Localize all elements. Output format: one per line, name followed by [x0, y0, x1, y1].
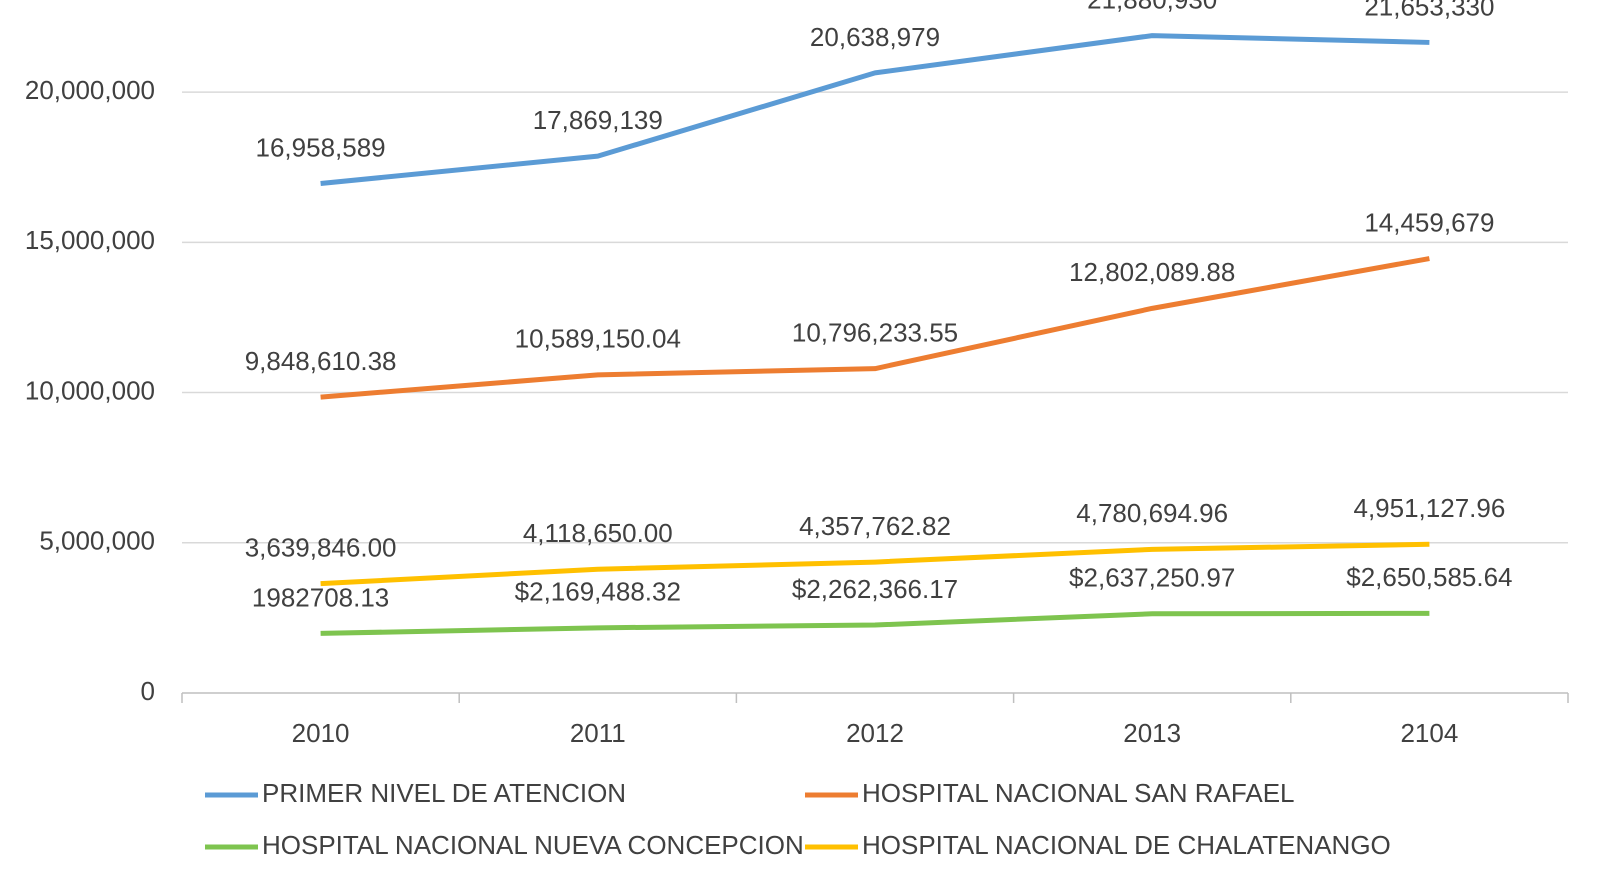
legend-label: PRIMER NIVEL DE ATENCION: [262, 778, 626, 808]
series-line: [320, 610, 1430, 636]
data-label: $2,262,366.17: [792, 574, 958, 604]
data-label: 9,848,610.38: [245, 346, 397, 376]
data-label: 21,653,330: [1364, 0, 1494, 21]
y-tick-label: 5,000,000: [39, 526, 155, 556]
data-label: 14,459,679: [1364, 207, 1494, 237]
data-label: $2,650,585.64: [1346, 562, 1512, 592]
data-label: 10,589,150.04: [515, 324, 681, 354]
legend-label: HOSPITAL NACIONAL SAN RAFAEL: [862, 778, 1295, 808]
x-tick-label: 2011: [570, 718, 626, 748]
data-label: $2,169,488.32: [515, 577, 681, 607]
data-label: 1982708.13: [252, 582, 389, 612]
series-line: [320, 256, 1430, 400]
y-tick-label: 0: [141, 676, 155, 706]
data-label: 16,958,589: [256, 132, 386, 162]
data-label: 17,869,139: [533, 105, 663, 135]
y-tick-label: 10,000,000: [25, 375, 155, 405]
x-tick-label: 2013: [1123, 718, 1181, 748]
data-label: 21,880,930: [1087, 0, 1217, 14]
data-label: 10,796,233.55: [792, 318, 958, 348]
data-label: 20,638,979: [810, 22, 940, 52]
data-label: 4,951,127.96: [1353, 493, 1505, 523]
data-label: 3,639,846.00: [245, 533, 397, 563]
data-label: $2,637,250.97: [1069, 563, 1235, 593]
x-tick-label: 2012: [846, 718, 904, 748]
legend-label: HOSPITAL NACIONAL NUEVA CONCEPCION: [262, 830, 804, 860]
data-label: 4,780,694.96: [1076, 498, 1228, 528]
data-label: 4,118,650.00: [523, 518, 673, 548]
x-tick-label: 2010: [292, 718, 350, 748]
series-line: [320, 33, 1430, 186]
y-tick-label: 15,000,000: [25, 225, 155, 255]
data-label: 4,357,762.82: [799, 511, 951, 541]
series-line: [320, 541, 1430, 587]
data-label: 12,802,089.88: [1069, 257, 1235, 287]
y-tick-label: 20,000,000: [25, 75, 155, 105]
x-tick-label: 2104: [1400, 718, 1458, 748]
legend-label: HOSPITAL NACIONAL DE CHALATENANGO: [862, 830, 1391, 860]
